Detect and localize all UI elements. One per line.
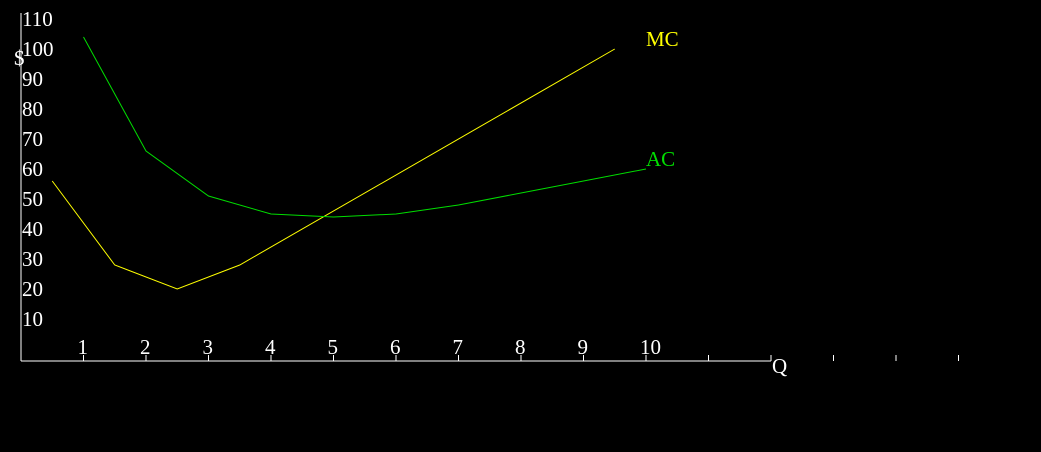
y-tick-label: 100 (22, 37, 54, 61)
y-tick-label: 20 (22, 277, 43, 301)
y-tick-label: 90 (22, 67, 43, 91)
x-tick-label: 10 (640, 335, 661, 359)
y-tick-label: 110 (22, 7, 53, 31)
x-tick-label: 4 (265, 335, 276, 359)
x-tick-label: 5 (328, 335, 339, 359)
x-tick-label: 7 (453, 335, 464, 359)
series-label: AC (646, 147, 675, 171)
series-line (83, 36, 647, 218)
y-tick-label: 40 (22, 217, 43, 241)
x-tick-label: 8 (515, 335, 526, 359)
x-tick-label: 3 (203, 335, 214, 359)
x-tick-label: 1 (78, 335, 89, 359)
series-line (51, 48, 615, 290)
y-tick-label: 10 (22, 307, 43, 331)
x-tick-label: 2 (140, 335, 151, 359)
y-tick-label: 30 (22, 247, 43, 271)
y-tick-label: 70 (22, 127, 43, 151)
y-tick-label: 60 (22, 157, 43, 181)
y-axis-label: $ (14, 46, 25, 70)
y-tick-label: 80 (22, 97, 43, 121)
series-label: MC (646, 27, 679, 51)
y-tick-label: 50 (22, 187, 43, 211)
x-tick-label: 9 (578, 335, 589, 359)
x-tick-label: 6 (390, 335, 401, 359)
x-axis-label: Q (772, 354, 787, 378)
